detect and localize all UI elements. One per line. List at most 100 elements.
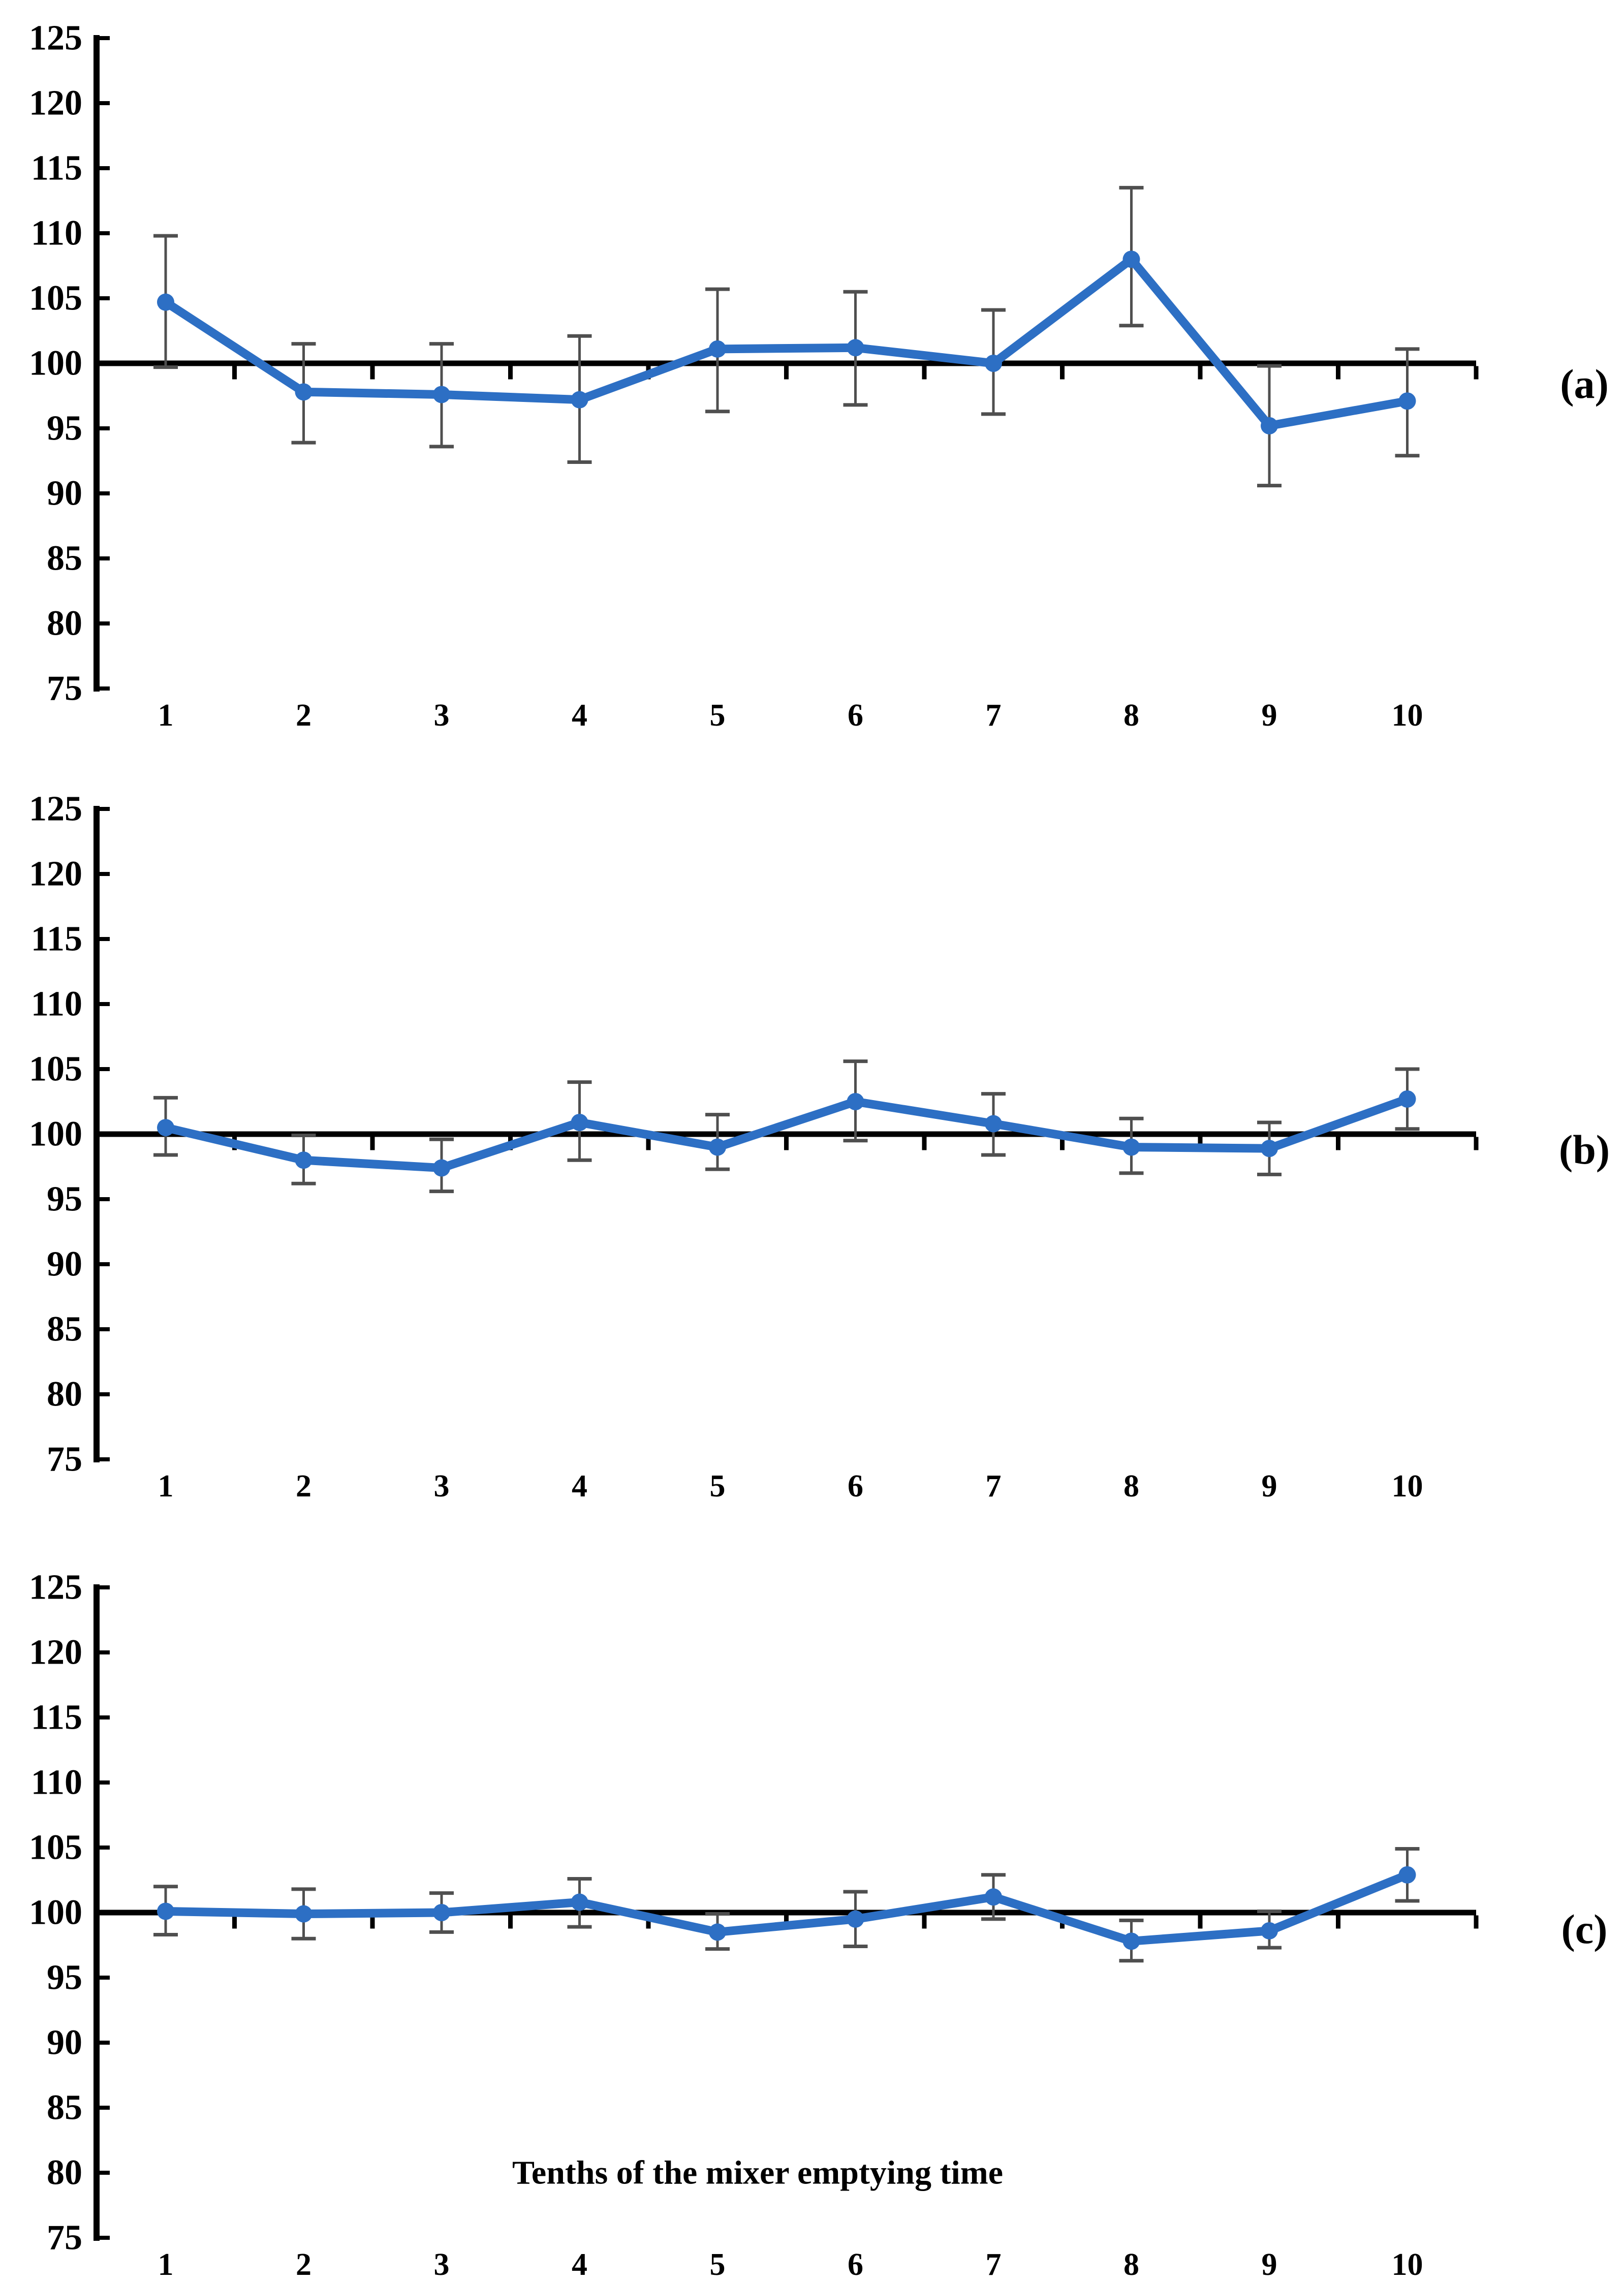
- x-axis-baseline: [93, 1910, 1476, 1916]
- y-tick-label: 80: [47, 604, 82, 643]
- y-tick-mark: [100, 1650, 110, 1654]
- x-tick-label: 2: [296, 2247, 311, 2282]
- series-line: [161, 255, 1412, 430]
- y-tick-mark: [100, 1327, 110, 1331]
- data-point-marker: [1122, 1932, 1140, 1950]
- y-tick-mark: [100, 1457, 110, 1461]
- x-tick-label: 5: [710, 698, 726, 733]
- x-axis-boundary-tick: [922, 366, 927, 380]
- x-axis-boundary-tick: [922, 1137, 927, 1150]
- y-tick-mark: [100, 1780, 110, 1785]
- data-point-marker: [847, 339, 864, 357]
- y-tick-label: 90: [47, 474, 82, 513]
- y-tick-mark: [100, 1197, 110, 1201]
- y-tick-label: 80: [47, 2153, 82, 2193]
- y-tick-mark: [100, 872, 110, 876]
- y-tick-label: 105: [29, 279, 82, 318]
- y-tick-mark: [100, 2171, 110, 2175]
- x-axis-boundary-tick: [922, 1915, 927, 1929]
- x-tick-label: 7: [986, 1469, 1002, 1504]
- x-tick-label: 8: [1123, 1469, 1139, 1504]
- data-point-marker: [985, 1888, 1002, 1906]
- x-tick-label: 2: [296, 1469, 311, 1504]
- y-tick-mark: [100, 491, 110, 495]
- panel-label: (b): [1559, 1127, 1610, 1173]
- data-point-marker: [1122, 1138, 1140, 1156]
- y-tick-label: 105: [29, 1828, 82, 1867]
- panel-label: (c): [1561, 1906, 1607, 1952]
- y-tick-label: 120: [29, 84, 82, 123]
- data-point-marker: [709, 1138, 726, 1156]
- x-axis-boundary-tick: [232, 1915, 237, 1929]
- panel-label: (a): [1560, 361, 1609, 407]
- x-tick-label: 7: [986, 2247, 1002, 2282]
- data-point-marker: [1398, 1090, 1416, 1108]
- data-point-marker: [1261, 417, 1278, 434]
- y-tick-label: 95: [47, 409, 82, 448]
- x-tick-label: 9: [1262, 2247, 1277, 2282]
- data-point-marker: [709, 340, 726, 358]
- y-tick-label: 80: [47, 1375, 82, 1414]
- x-axis-baseline: [93, 1131, 1476, 1137]
- data-point-marker: [433, 386, 450, 403]
- x-tick-label: 7: [986, 698, 1002, 733]
- y-tick-label: 110: [31, 214, 82, 253]
- y-tick-label: 100: [29, 1115, 82, 1154]
- y-tick-label: 90: [47, 1245, 82, 1284]
- y-tick-mark: [100, 1976, 110, 1980]
- y-tick-mark: [100, 807, 110, 811]
- y-tick-label: 125: [29, 19, 82, 58]
- data-point-marker: [433, 1159, 450, 1177]
- y-tick-label: 115: [31, 1698, 82, 1737]
- x-axis-boundary-tick: [784, 1137, 789, 1150]
- y-tick-label: 85: [47, 2088, 82, 2128]
- y-tick-mark: [100, 2041, 110, 2045]
- x-axis-baseline: [93, 360, 1476, 366]
- y-tick-mark: [100, 1262, 110, 1266]
- data-point-marker: [1261, 1140, 1278, 1158]
- y-tick-label: 125: [29, 790, 82, 829]
- y-tick-label: 100: [29, 1893, 82, 1932]
- data-point-marker: [709, 1923, 726, 1941]
- y-tick-label: 125: [29, 1568, 82, 1607]
- data-point-marker: [571, 1893, 588, 1911]
- data-point-marker: [433, 1904, 450, 1921]
- y-tick-label: 115: [31, 920, 82, 959]
- x-tick-label: 4: [572, 698, 587, 733]
- y-tick-mark: [100, 1846, 110, 1850]
- y-tick-mark: [100, 296, 110, 300]
- x-axis-boundary-tick: [1060, 1137, 1065, 1150]
- y-tick-label: 120: [29, 855, 82, 894]
- series-line: [161, 1094, 1412, 1173]
- y-tick-mark: [100, 231, 110, 235]
- data-point-marker: [1398, 1866, 1416, 1884]
- series-line: [161, 1870, 1412, 1946]
- x-axis-boundary-tick: [370, 1137, 375, 1150]
- y-tick-mark: [100, 1392, 110, 1396]
- y-tick-mark: [100, 2236, 110, 2240]
- data-point-marker: [1122, 251, 1140, 268]
- x-tick-label: 6: [848, 698, 863, 733]
- x-tick-label: 3: [434, 2247, 450, 2282]
- data-point-marker: [157, 1902, 174, 1920]
- x-axis-boundary-tick: [370, 1915, 375, 1929]
- data-point-marker: [295, 383, 313, 401]
- x-axis-boundary-tick: [1474, 1137, 1479, 1150]
- y-tick-label: 75: [47, 1440, 82, 1479]
- x-axis-boundary-tick: [1198, 1915, 1203, 1929]
- data-point-marker: [847, 1910, 864, 1928]
- x-axis-boundary-tick: [508, 1915, 513, 1929]
- x-tick-label: 9: [1262, 698, 1277, 733]
- x-axis-boundary-tick: [232, 366, 237, 380]
- data-point-marker: [571, 1113, 588, 1131]
- y-tick-label: 95: [47, 1180, 82, 1219]
- x-tick-label: 6: [848, 1469, 863, 1504]
- chart-svg: 125 120 115 110 105 100 95 90 85 80 75 1 2 3 4 5 6 7 8 9 10 (…: [29, 790, 1610, 1504]
- x-tick-label: 4: [572, 2247, 587, 2282]
- x-tick-label: 1: [158, 1469, 174, 1504]
- chart-panel-a: 125 120 115 110 105 100 95 90 85 80 75 1 2 3 4 5 6 7 8 9 10 (…: [0, 0, 1624, 761]
- y-tick-mark: [100, 1715, 110, 1719]
- x-axis-boundary-tick: [1336, 1915, 1340, 1929]
- x-axis-boundary-tick: [646, 1915, 651, 1929]
